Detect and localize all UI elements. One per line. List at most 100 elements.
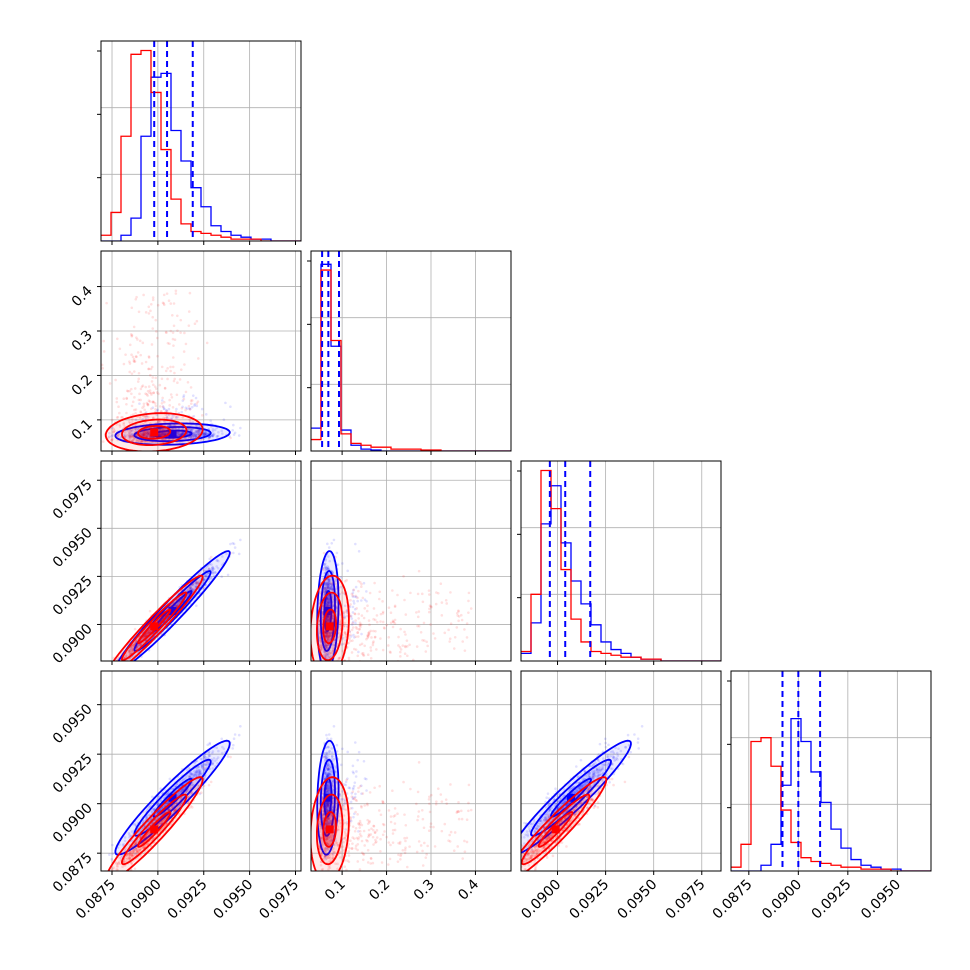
sample-point-red [184,342,188,346]
sample-point-red [128,650,132,654]
sample-point-blue [333,682,336,685]
sample-point-blue [165,409,169,413]
sample-point-blue [327,580,331,584]
sample-point-blue [186,589,189,592]
sample-point-red [131,647,135,651]
sample-point-blue [144,817,148,820]
sample-point-red [165,331,168,335]
sample-point-blue [174,604,178,608]
sample-point-blue [130,434,134,437]
sample-point-blue [196,431,200,435]
sample-point-red [389,611,393,615]
sample-point-blue [327,598,331,602]
sample-point-blue [156,802,160,806]
sample-point-red [325,633,328,636]
sample-point-red [152,391,155,394]
sample-point-red [405,639,409,642]
sample-point-blue [191,783,195,787]
sample-point-red [111,437,114,441]
sample-point-red [147,356,151,359]
sample-point-blue [212,567,216,571]
sample-point-red [327,618,331,622]
sample-point-blue [141,432,145,436]
sample-point-blue [204,755,207,759]
sample-point-blue [144,433,148,437]
sample-point-blue [197,772,201,776]
sample-point-red [175,604,179,608]
sample-point-red [341,649,345,653]
sample-point-blue [325,615,329,619]
sample-point-blue [339,585,342,589]
sample-point-red [321,664,324,667]
sample-point-red [128,649,131,653]
sample-point-blue [193,770,196,773]
sample-point-blue [355,595,358,599]
sample-point-blue [326,637,330,640]
sample-point-red [457,610,460,613]
sample-point-blue [324,643,328,646]
sample-point-red [111,667,114,670]
sample-point-blue [161,432,164,435]
sample-point-blue [325,600,328,603]
sample-point-red [465,636,469,639]
sample-point-blue [108,679,111,682]
sample-point-red [182,397,186,401]
sample-point-red [130,392,133,396]
sample-point-red [411,658,415,661]
sample-point-blue [211,568,214,572]
panel-2-1 [310,460,512,686]
sample-point-red [129,429,133,433]
sample-point-red [179,599,183,603]
sample-point-red [452,647,456,650]
sample-point-blue [325,583,329,586]
sample-point-red [467,611,470,614]
sample-point-blue [163,432,166,436]
sample-point-red [148,432,151,435]
sample-point-red [399,655,402,658]
sample-point-blue [338,613,342,616]
sample-point-red [325,662,328,665]
sample-point-red [130,353,133,357]
sample-point-red [463,628,466,631]
sample-point-blue [324,559,328,562]
sample-point-red [338,662,341,665]
sample-point-blue [178,804,182,807]
sample-point-blue [323,588,327,592]
sample-point-red [189,585,193,589]
sample-point-red [324,617,328,621]
sample-point-red [403,598,406,602]
sample-point-blue [157,433,161,437]
sample-point-blue [213,570,217,574]
sample-point-red [151,376,155,379]
sample-point-red [184,408,187,412]
sample-point-red [350,592,354,596]
sample-point-blue [192,434,196,437]
sample-point-red [360,642,364,646]
sample-point-blue [143,430,146,434]
sample-point-red [126,434,129,437]
sample-point-red [408,643,411,647]
sample-point-red [149,309,152,313]
sample-point-blue [327,656,331,660]
sample-point-red [147,630,151,634]
sample-point-red [318,591,322,594]
sample-point-blue [179,433,183,437]
sample-point-blue [164,432,167,436]
sample-point-red [162,303,166,307]
sample-point-blue [130,432,134,436]
sample-point-blue [128,833,131,837]
sample-point-blue [343,616,347,619]
sample-point-red [129,333,133,336]
sample-point-red [381,610,385,614]
sample-point-blue [156,408,159,412]
sample-point-blue [192,588,196,591]
sample-point-blue [325,615,329,618]
sample-point-blue [323,655,327,658]
sample-point-red [337,683,340,686]
sample-point-blue [326,542,329,546]
sample-point-red [429,605,433,608]
sample-point-red [325,616,329,620]
panel-1-1 [307,250,512,455]
sample-point-red [374,629,377,633]
sample-point-red [121,415,124,419]
